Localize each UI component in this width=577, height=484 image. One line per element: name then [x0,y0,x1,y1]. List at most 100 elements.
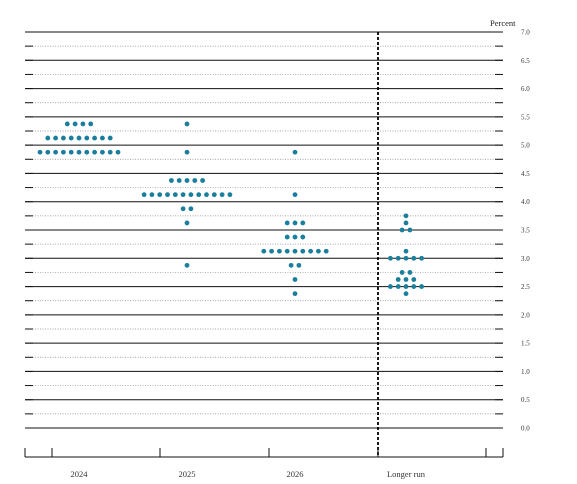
dot-point [284,220,290,226]
dot-point [192,178,198,183]
dot-point [115,149,121,155]
dot-point [403,220,409,226]
y-tick-label: 1.5 [521,340,530,348]
dot-point [76,135,82,141]
dot-point [196,192,202,198]
dot-point [395,284,401,289]
dot-point [284,234,290,240]
dot-point [184,121,190,127]
dot-point [53,135,58,141]
dot-point [204,192,209,198]
y-tick-label: 1.0 [521,368,530,376]
dot-point [419,255,424,261]
y-tick-labels: 0.0 0.5 1.0 1.5 2.0 2.5 3.0 3.5 4.0 4.5 5.0 5.5 6.0 6… [521,29,530,433]
dot-point [184,178,190,183]
dot-point [188,206,194,212]
dot-point [100,135,105,141]
y-axis-unit-label: Percent [490,18,516,28]
dot-point [172,192,178,198]
dot-point [288,262,294,268]
dot-point [407,270,413,275]
dot-point [141,192,147,198]
dot-point [61,135,66,141]
dot-point [92,135,97,141]
dot-point [219,192,225,198]
dots [37,121,424,297]
y-tick-label: 4.5 [521,170,530,178]
dot-point [388,255,393,261]
dot-point [184,262,190,268]
dot-point [180,206,186,212]
dot-point [184,220,190,226]
dot-point [88,121,94,127]
dot-point [300,248,306,254]
y-tick-label: 6.0 [521,85,530,93]
dot-point [403,284,409,289]
dot-point [411,277,417,282]
dot-point [184,149,190,155]
dot-point [403,277,409,282]
dot-point [403,248,409,254]
dot-point [323,248,329,254]
dot-point [76,149,82,155]
dot-point [53,149,58,155]
dot-point [188,192,194,198]
y-tick-label: 3.5 [521,227,530,235]
dot-point [64,121,70,127]
dot-point [157,192,163,198]
dot-point [227,192,233,198]
dot-point [399,270,405,275]
dot-point [37,149,43,155]
dot-point [72,121,78,127]
dot-point [292,220,298,226]
dot-point [407,227,413,233]
dot-point [269,248,274,254]
dot-point [308,248,313,254]
dot-point [165,192,170,198]
dot-point [61,149,66,155]
dot-point [80,121,86,127]
y-tick-label: 3.0 [521,255,530,263]
dot-point [211,192,217,198]
dot-point [180,192,186,198]
y-tick-label: 2.5 [521,283,530,291]
dot-point [169,178,174,183]
category-label: 2025 [179,469,196,479]
dot-point [68,135,74,141]
y-tick-label: 5.5 [521,113,530,121]
dot-point [84,135,90,141]
dot-point [84,149,90,155]
dot-point [419,284,424,289]
dot-point [403,255,409,261]
dot-point [45,149,51,155]
dot-point [92,149,97,155]
y-tick-label: 2.0 [521,311,530,319]
dot-point [411,255,417,261]
dot-point [292,149,298,155]
x-axis [24,448,504,458]
dot-point [300,234,306,240]
dot-point [395,277,401,282]
dot-point [200,178,206,183]
y-tick-label: 7.0 [521,29,530,37]
dot-point [176,178,182,183]
dot-point [296,262,302,268]
dot-point [292,192,298,198]
category-label: 2024 [71,469,89,479]
dot-point [292,291,298,297]
dot-point [292,248,298,254]
dot-point [399,227,405,233]
dot-point [388,284,393,289]
dot-point [107,149,113,155]
dot-point [45,135,51,141]
dot-point [277,248,282,254]
dot-point [395,255,401,261]
dot-point [292,277,298,282]
y-tick-label: 5.0 [521,142,530,150]
category-labels: 2024 2025 2026 Longer run [71,469,426,479]
dot-point [107,135,113,141]
dot-point [261,248,267,254]
dot-point [411,284,417,289]
dot-point [100,149,105,155]
